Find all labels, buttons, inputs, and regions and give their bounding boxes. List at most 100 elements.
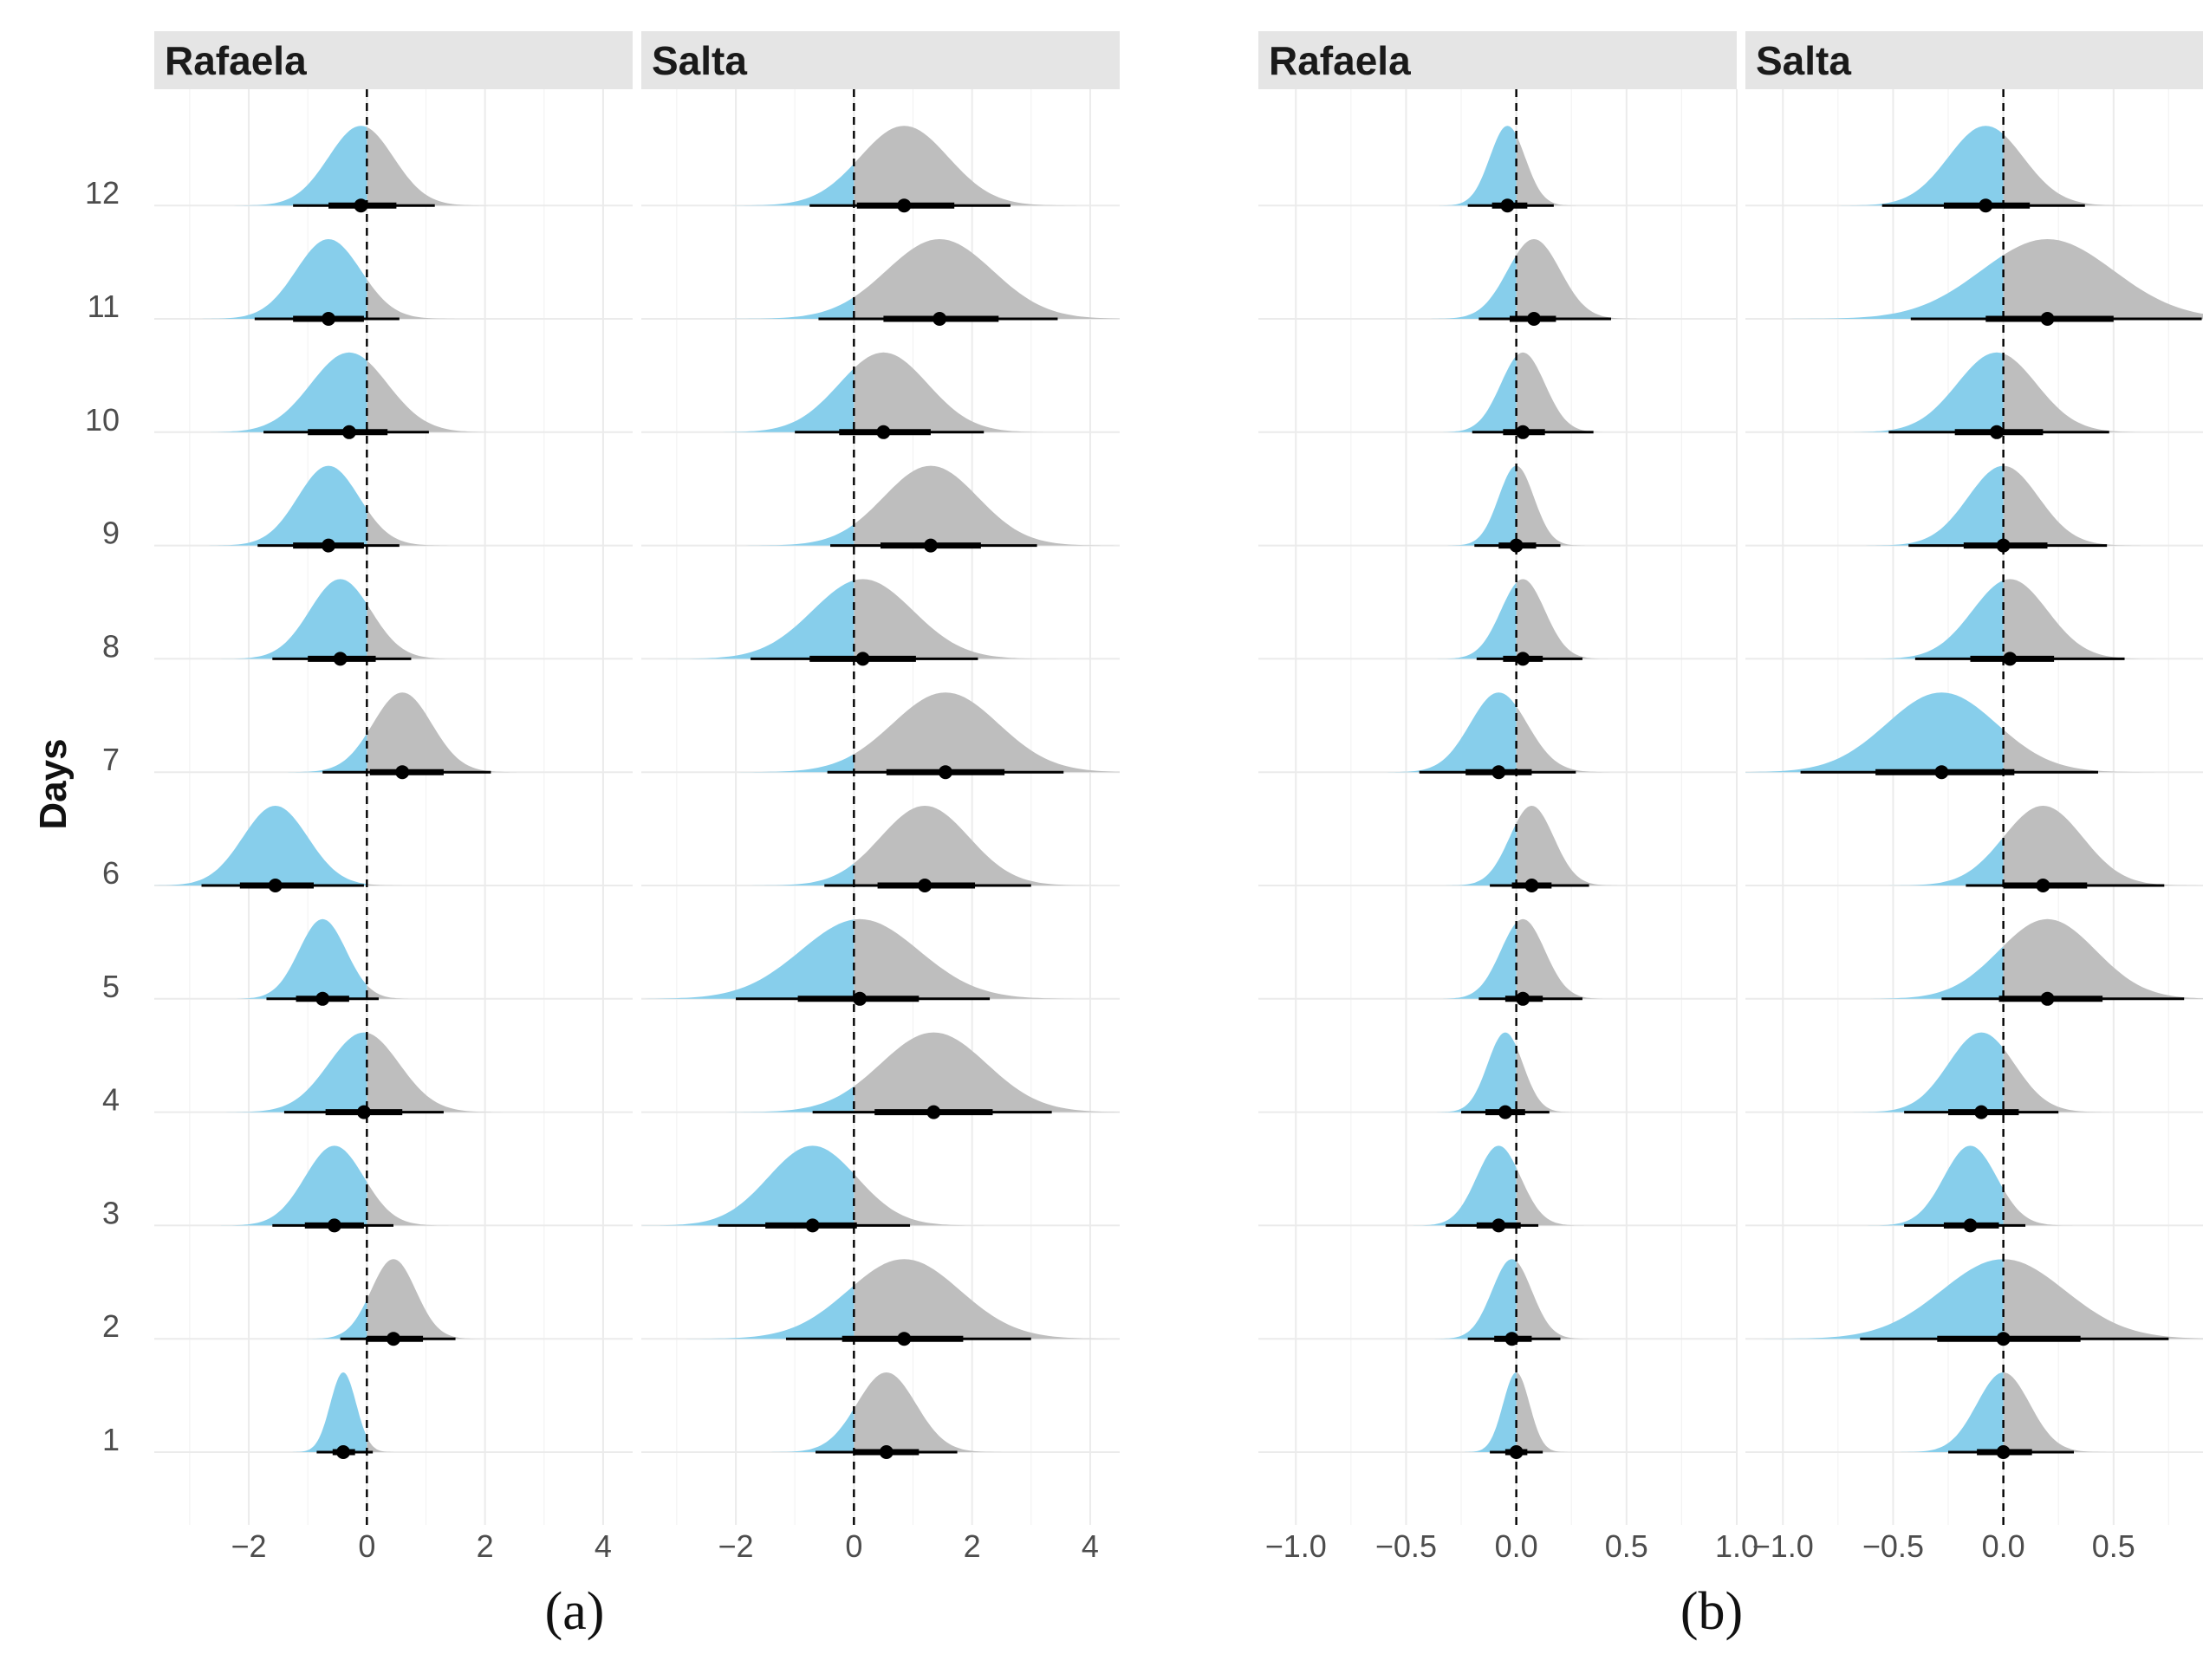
facet-b-rafaela-day-8-density-upper — [1516, 579, 1611, 659]
facet-a-rafaela-day-10-density-lower — [195, 352, 367, 432]
facet-a-salta-day-6-density-upper — [854, 806, 1102, 885]
facet-b-rafaela-day-3-median-point — [1491, 1218, 1506, 1233]
facet-b-salta-day-6-density-lower — [1884, 837, 2004, 885]
facet-a-rafaela-day-11 — [198, 239, 458, 326]
facet-a-rafaela-x-tick-label: 2 — [477, 1528, 494, 1564]
y-tick-label-day-8: 8 — [102, 628, 120, 664]
facet-a-salta-day-10-median-point — [876, 425, 891, 439]
facet-b-salta-day-3 — [1864, 1145, 2076, 1233]
facet-b-salta-day-10-median-point — [1989, 425, 2004, 439]
facet-b-rafaela-day-3-density-upper — [1516, 1167, 1587, 1226]
grid-layer — [154, 89, 2203, 1525]
facet-b-salta-x-tick-label: −0.5 — [1862, 1528, 1924, 1564]
facet-b-salta-day-9-density-lower — [1862, 465, 2004, 546]
facet-a-rafaela-day-12-median-point — [354, 198, 368, 213]
facet-a-salta-day-5-median-point — [853, 991, 868, 1006]
facet-b-salta-strip-label: Salta — [1756, 38, 1851, 83]
facet-a-salta-strip — [641, 31, 1120, 89]
facet-a-rafaela-day-11-median-point — [322, 312, 336, 326]
facet-a-salta-day-1 — [768, 1372, 1005, 1459]
facet-a-salta-day-3 — [641, 1145, 991, 1233]
facet-a-rafaela-day-12 — [231, 126, 491, 213]
facet-b-rafaela-day-1-density-lower — [1463, 1372, 1517, 1452]
facet-b-salta-day-7 — [1745, 692, 2162, 780]
facet-a-salta-day-1-density-upper — [854, 1372, 1005, 1452]
facet-b-rafaela-day-4-median-point — [1498, 1105, 1512, 1119]
facet-b-salta-day-1-density-upper — [2003, 1372, 2109, 1452]
facet-b-rafaela-day-9-density-lower — [1446, 465, 1517, 546]
facet-b-salta-day-3-median-point — [1963, 1218, 1978, 1233]
facet-a-rafaela-day-8-density-upper — [367, 604, 464, 659]
facet-b-rafaela-day-11-density-lower — [1427, 255, 1517, 319]
facet-a-rafaela-day-5 — [228, 918, 418, 1006]
facet-b-rafaela-day-1-density-upper — [1516, 1372, 1569, 1452]
facet-a-salta-day-3-median-point — [805, 1218, 820, 1233]
facet-a-salta-x-tick-label: 2 — [964, 1528, 981, 1564]
facet-a-rafaela-x-tick-label: 0 — [358, 1528, 375, 1564]
facet-b-rafaela-day-4 — [1434, 1032, 1576, 1119]
facet-b-salta-day-1 — [1897, 1372, 2109, 1459]
facet-b-rafaela-day-6-density-upper — [1516, 806, 1621, 885]
facet-b-rafaela-day-11 — [1427, 239, 1641, 326]
facet-b-salta-day-5 — [1853, 918, 2203, 1006]
facet-b-salta-day-5-density-upper — [2003, 918, 2203, 999]
y-axis-title: Days — [32, 738, 75, 829]
facet-b-rafaela-day-9-median-point — [1509, 538, 1524, 553]
facet-a-salta-day-4-median-point — [926, 1105, 941, 1119]
y-tick-label-day-11: 11 — [88, 289, 120, 324]
facet-b-rafaela-strip — [1258, 31, 1737, 89]
facet-b-rafaela-day-8-median-point — [1516, 652, 1530, 666]
facet-b-rafaela-day-3-density-lower — [1410, 1145, 1517, 1226]
facet-a-rafaela-day-10-density-upper — [367, 360, 504, 432]
facet-a-salta-day-7 — [732, 692, 1120, 780]
facet-b-rafaela-day-12-median-point — [1500, 198, 1515, 213]
facet-a-rafaela-x-tick-label: 4 — [595, 1528, 612, 1564]
y-tick-label-day-9: 9 — [102, 516, 120, 551]
facet-b-salta-day-9-median-point — [1996, 538, 2011, 553]
facet-b-rafaela-x-tick-label: 1.0 — [1715, 1528, 1758, 1564]
facet-a-salta-day-1-median-point — [879, 1445, 894, 1459]
facet-a-salta-day-6-density-lower — [747, 863, 855, 885]
facet-b-salta-day-7-median-point — [1934, 765, 1949, 780]
facet-a-rafaela-day-7-density-lower — [283, 733, 367, 773]
panel-labels: Days (a) (b) — [32, 738, 1743, 1641]
facet-b-salta-day-8-density-upper — [2003, 579, 2161, 659]
facet-b-salta-day-7-density-lower — [1745, 692, 2004, 773]
facet-a-rafaela-day-3-median-point — [327, 1218, 341, 1233]
facet-b-rafaela-day-5-median-point — [1516, 991, 1530, 1006]
facet-b-salta-day-6-median-point — [2036, 879, 2050, 892]
facet-a-salta-day-2-density-lower — [679, 1285, 855, 1339]
facet-b-rafaela-day-2 — [1433, 1259, 1592, 1346]
facet-a-salta-day-11-density-lower — [726, 296, 855, 319]
y-tick-label-day-4: 4 — [102, 1082, 120, 1118]
facet-a-salta-day-8 — [661, 579, 1064, 666]
facet-a-salta-x-tick-label: 4 — [1082, 1528, 1099, 1564]
y-tick-label-day-12: 12 — [85, 175, 120, 211]
facet-a-rafaela-day-9 — [205, 465, 452, 553]
facet-b-salta-day-12-median-point — [1979, 198, 1993, 213]
facet-a-salta-day-12-density-lower — [726, 163, 855, 206]
facet-b-rafaela-day-5-density-lower — [1434, 922, 1517, 999]
facet-a-rafaela-day-3-density-lower — [216, 1145, 367, 1226]
y-tick-label-day-10: 10 — [85, 402, 120, 438]
facet-a-salta-day-7-median-point — [938, 765, 952, 780]
facet-a-rafaela-day-12-density-upper — [367, 126, 491, 206]
facet-b-rafaela-day-10-density-upper — [1516, 352, 1611, 432]
facet-b-salta-day-3-density-lower — [1864, 1145, 2004, 1226]
facet-a-rafaela-day-1 — [291, 1372, 395, 1459]
facet-a-rafaela-day-10-median-point — [341, 425, 356, 439]
facet-b-salta-day-8 — [1860, 579, 2161, 666]
data-layer — [154, 126, 2203, 1459]
facet-a-rafaela-day-2 — [303, 1259, 484, 1346]
facet-a-salta-x-tick-label: 0 — [845, 1528, 862, 1564]
facet-a-rafaela-day-5-density-lower — [228, 918, 367, 999]
facet-b-rafaela-x-tick-label: −0.5 — [1375, 1528, 1437, 1564]
facet-b-rafaela-day-10 — [1434, 352, 1611, 439]
facet-a-salta-day-12 — [726, 126, 1082, 213]
facet-a-rafaela-day-8-density-lower — [217, 579, 367, 659]
facet-b-salta-day-8-density-lower — [1860, 580, 2004, 659]
facet-a-rafaela-day-1-density-lower — [291, 1372, 367, 1452]
facet-a-rafaela-day-6 — [154, 806, 406, 892]
facet-a-salta-day-6-median-point — [918, 879, 933, 892]
facet-b-salta-day-12-density-upper — [2003, 133, 2136, 206]
